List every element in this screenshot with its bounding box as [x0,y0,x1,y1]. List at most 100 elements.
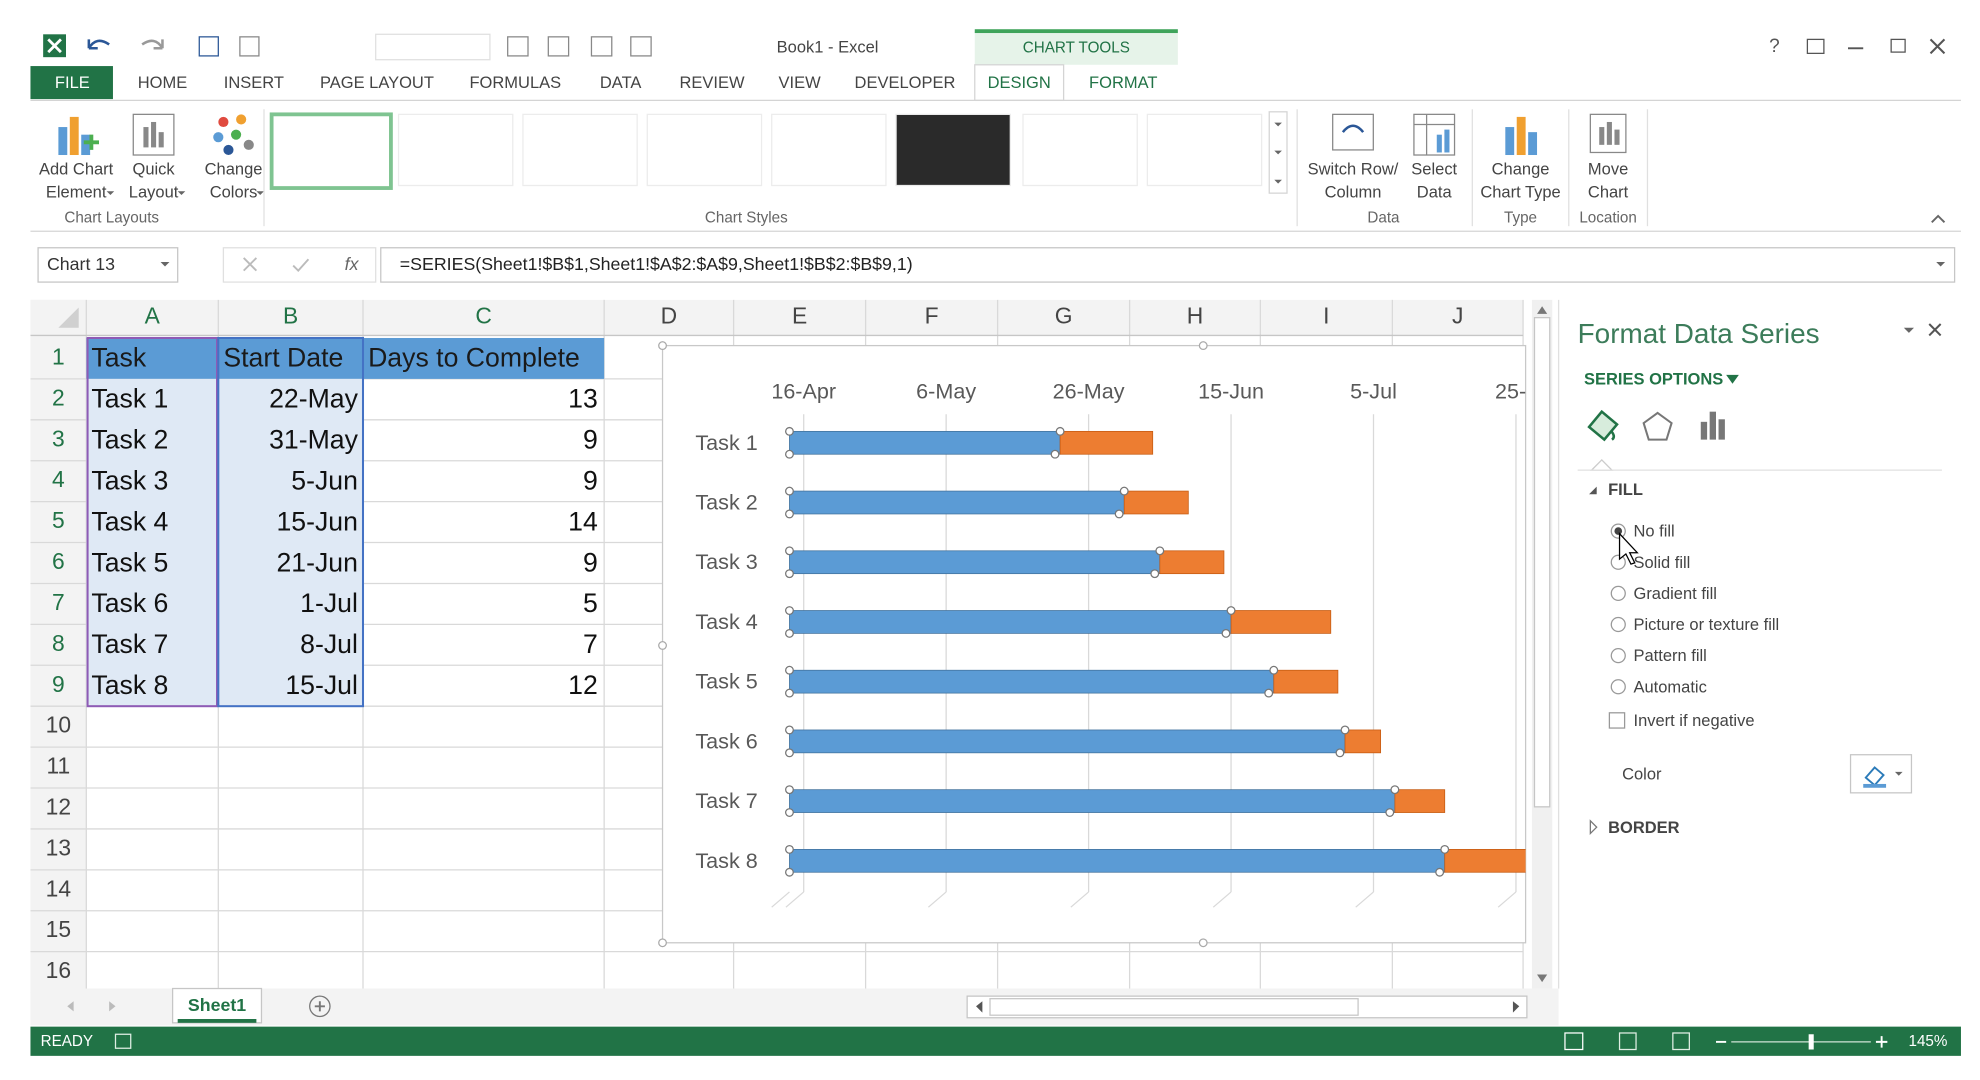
qat-icon[interactable] [239,36,260,57]
bar[interactable] [789,490,1125,515]
row-header[interactable]: 13 [46,834,71,860]
chart-handle[interactable] [658,938,667,948]
radio-button[interactable] [1610,554,1626,570]
row-header[interactable]: 7 [52,589,65,615]
radio-button[interactable] [1610,648,1626,664]
chart-style-thumbnail[interactable] [269,112,393,190]
bar[interactable] [789,729,1346,754]
ribbon-tab[interactable]: FORMAT [1089,74,1157,92]
radio-label[interactable]: Pattern fill [1633,647,1706,665]
chart-style-thumbnail[interactable] [771,113,887,187]
row-header[interactable]: 14 [46,875,72,901]
row-header[interactable]: 5 [52,507,65,533]
chart-style-thumbnail[interactable] [646,113,763,187]
bar[interactable] [1344,729,1382,754]
row-header[interactable]: 16 [46,957,71,983]
row-header[interactable]: 12 [46,793,71,819]
h-scroll-thumb[interactable] [989,998,1359,1016]
column-header[interactable]: A [145,303,161,329]
normal-view[interactable] [1564,1032,1584,1051]
name-box[interactable] [37,247,179,283]
row-header[interactable]: 2 [52,384,65,410]
collapse-ribbon[interactable] [1931,214,1946,224]
row-header[interactable]: 6 [52,548,65,574]
row-header[interactable]: 1 [52,343,65,369]
close-button[interactable] [1929,38,1946,55]
tab-prev[interactable] [67,1001,74,1012]
qat-icon[interactable] [507,36,529,57]
effects-icon[interactable] [1642,411,1673,441]
ribbon-tab[interactable]: FILE [55,74,90,92]
sheet-tab[interactable]: Sheet1 [188,995,246,1015]
bar[interactable] [1273,669,1339,694]
section-heading[interactable]: FILL [1608,481,1643,499]
qat-icon[interactable] [630,36,652,57]
page-break-view[interactable] [1672,1032,1690,1051]
bar[interactable] [1230,610,1332,634]
ribbon-tab[interactable]: VIEW [779,74,822,92]
select-all[interactable] [58,307,79,328]
column-header[interactable]: J [1452,303,1463,329]
chart-style-thumbnail[interactable] [895,113,1011,187]
chart-style-thumbnail[interactable] [522,113,638,187]
column-header[interactable]: F [925,303,939,329]
radio-label[interactable]: Automatic [1633,678,1706,696]
fill-line-icon[interactable] [1587,409,1619,442]
radio-button[interactable] [1610,616,1626,633]
ribbon-tab[interactable]: DEVELOPER [855,74,956,92]
scroll-thumb[interactable] [1533,317,1551,808]
chart-style-thumbnail[interactable] [1146,113,1263,187]
radio-label[interactable]: No fill [1633,523,1674,541]
zoom-level[interactable]: 145% [1909,1033,1948,1050]
radio-label[interactable]: Solid fill [1633,554,1690,572]
column-header[interactable]: B [283,303,298,329]
section-heading[interactable]: BORDER [1608,819,1680,837]
page-layout-view[interactable] [1618,1032,1637,1051]
bar[interactable] [789,430,1061,455]
bar[interactable] [789,550,1161,575]
column-header[interactable]: E [792,303,807,329]
scroll-up[interactable] [1537,306,1548,314]
redo-icon[interactable] [141,39,164,50]
pane-close[interactable] [1928,323,1942,337]
series-options-icon[interactable] [1700,421,1708,440]
bar[interactable] [789,789,1396,813]
column-header[interactable]: I [1323,303,1329,329]
bar[interactable] [789,610,1232,634]
qat-icon[interactable] [590,36,613,57]
bar[interactable] [789,849,1446,873]
ribbon-tab[interactable]: FORMULAS [469,74,561,92]
row-header[interactable]: 4 [52,466,65,492]
ribbon-tab[interactable]: DATA [600,74,642,92]
new-sheet[interactable] [309,995,331,1018]
save-icon[interactable] [198,36,219,57]
radio-button[interactable] [1610,679,1626,695]
radio-label[interactable]: Gradient fill [1633,585,1716,603]
insert-function[interactable]: fx [345,254,360,274]
column-header[interactable]: H [1187,303,1203,329]
chart-handle[interactable] [658,341,667,351]
row-header[interactable]: 10 [46,712,71,738]
bar[interactable] [1444,849,1530,873]
column-header[interactable]: D [661,303,677,329]
chart-handle[interactable] [1198,341,1208,351]
ribbon-tab[interactable]: REVIEW [680,74,745,92]
chart-style-thumbnail[interactable] [397,113,514,187]
column-header[interactable]: C [475,303,491,329]
row-header[interactable]: 8 [52,630,65,656]
row-header[interactable]: 11 [47,753,71,779]
row-header[interactable]: 15 [46,916,71,942]
qat-icon[interactable] [547,36,570,57]
column-header[interactable]: G [1055,303,1073,329]
section-tab[interactable]: SERIES OPTIONS [1584,370,1723,388]
chart-handle[interactable] [1198,938,1208,948]
bar[interactable] [1123,490,1189,515]
ribbon-tab[interactable]: DESIGN [988,74,1051,92]
bar[interactable] [1159,550,1225,575]
zoom-thumb[interactable] [1808,1034,1814,1050]
ribbon-tab[interactable]: PAGE LAYOUT [320,74,434,92]
restore-button[interactable] [1890,38,1906,53]
row-header[interactable]: 3 [52,425,65,451]
ribbon-tab[interactable]: HOME [138,74,187,92]
ribbon-display-button[interactable] [1806,38,1825,54]
